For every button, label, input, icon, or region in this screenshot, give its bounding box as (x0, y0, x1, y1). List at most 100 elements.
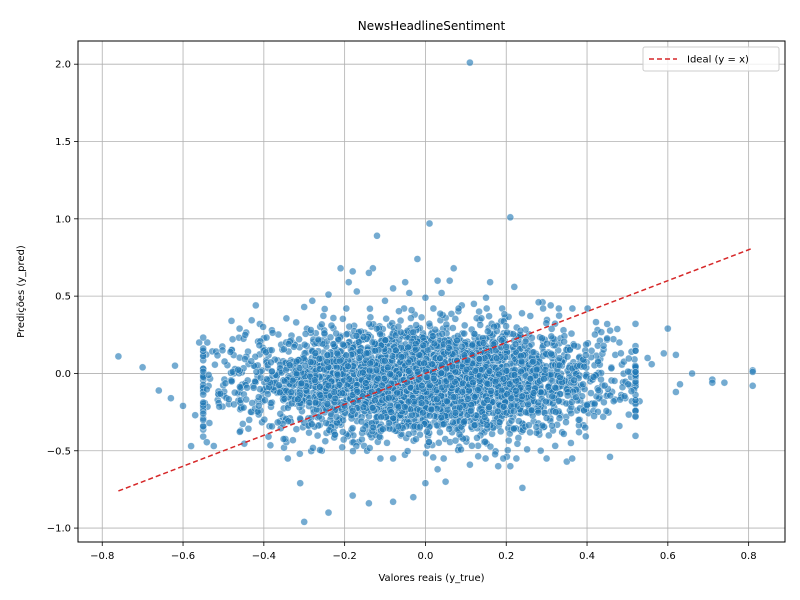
scatter-point (507, 394, 516, 402)
scatter-point (518, 309, 526, 318)
scatter-point (284, 454, 292, 463)
scatter-point (590, 399, 599, 408)
scatter-point (384, 363, 392, 372)
scatter-point (538, 421, 547, 430)
scatter-point (394, 402, 403, 411)
scatter-point (308, 420, 316, 428)
scatter-point (215, 402, 224, 411)
scatter-point (294, 395, 302, 404)
y-tick-label: 1.0 (55, 214, 71, 225)
x-tick-label: 0.8 (741, 551, 757, 562)
scatter-point (458, 388, 467, 396)
scatter-point (300, 518, 308, 526)
scatter-point (517, 357, 526, 366)
scatter-point (376, 330, 384, 338)
scatter-point (342, 351, 350, 360)
scatter-point (362, 349, 371, 358)
scatter-point (491, 450, 499, 459)
scatter-point (481, 454, 490, 463)
scatter-point (631, 347, 640, 355)
scatter-point (451, 436, 460, 445)
scatter-point (404, 343, 412, 352)
scatter-point (625, 410, 633, 419)
scatter-point (336, 264, 345, 273)
scatter-point (421, 479, 430, 487)
scatter-point (260, 415, 269, 424)
x-tick-label: −0.2 (332, 551, 356, 562)
scatter-point (567, 329, 576, 338)
scatter-point (458, 342, 466, 351)
scatter-point (261, 396, 269, 404)
scatter-point (203, 338, 212, 347)
scatter-point (275, 381, 283, 389)
scatter-point (560, 337, 568, 346)
scatter-point (305, 428, 313, 437)
scatter-point (547, 349, 555, 358)
scatter-point (570, 341, 578, 350)
scatter-point (542, 454, 551, 463)
scatter-point (276, 410, 285, 418)
scatter-point (333, 349, 342, 358)
scatter-point (405, 289, 414, 297)
scatter-point (377, 413, 385, 421)
scatter-point (199, 390, 207, 399)
scatter-point (338, 443, 346, 452)
scatter-point (484, 327, 492, 336)
scatter-point (468, 341, 477, 350)
scatter-point (245, 416, 253, 424)
scatter-point (199, 367, 207, 376)
scatter-point (545, 431, 553, 440)
scatter-point (540, 375, 548, 383)
scatter-point (385, 394, 393, 402)
scatter-point (179, 402, 187, 410)
scatter-point (428, 360, 436, 368)
scatter-point (606, 391, 614, 400)
scatter-point (470, 393, 479, 401)
scatter-point (403, 378, 411, 387)
scatter-point (420, 359, 428, 368)
scatter-point (457, 445, 465, 454)
x-tick-label: 0.0 (417, 551, 433, 562)
scatter-point (365, 269, 373, 277)
scatter-point (421, 293, 430, 302)
scatter-point (449, 418, 457, 427)
scatter-point (443, 397, 451, 405)
scatter-point (510, 371, 519, 379)
scatter-point (500, 402, 508, 411)
scatter-points (114, 58, 757, 526)
scatter-point (244, 424, 253, 433)
scatter-point (332, 413, 341, 421)
scatter-point (226, 348, 235, 356)
scatter-point (555, 311, 563, 320)
scatter-point (320, 329, 329, 338)
scatter-point (466, 460, 474, 469)
scatter-point (496, 427, 505, 436)
scatter-point (345, 375, 354, 383)
scatter-point (236, 428, 244, 436)
scatter-point (308, 297, 317, 305)
scatter-point (433, 395, 441, 403)
scatter-point (155, 386, 163, 395)
scatter-point (429, 453, 437, 462)
scatter-point (358, 435, 366, 444)
scatter-point (339, 428, 347, 436)
scatter-point (495, 418, 504, 426)
scatter-point (311, 398, 320, 407)
scatter-point (600, 381, 609, 390)
scatter-point (279, 435, 288, 443)
x-tick-label: 0.2 (498, 551, 514, 562)
scatter-point (524, 400, 532, 409)
scatter-point (451, 409, 460, 417)
scatter-point (485, 367, 494, 375)
scatter-point (373, 232, 381, 240)
scatter-point (319, 312, 328, 320)
scatter-point (475, 355, 484, 363)
scatter-point (516, 326, 525, 335)
scatter-point (339, 435, 348, 444)
scatter-point (425, 319, 434, 328)
scatter-point (482, 293, 490, 302)
scatter-point (455, 403, 464, 412)
scatter-point (297, 379, 306, 388)
